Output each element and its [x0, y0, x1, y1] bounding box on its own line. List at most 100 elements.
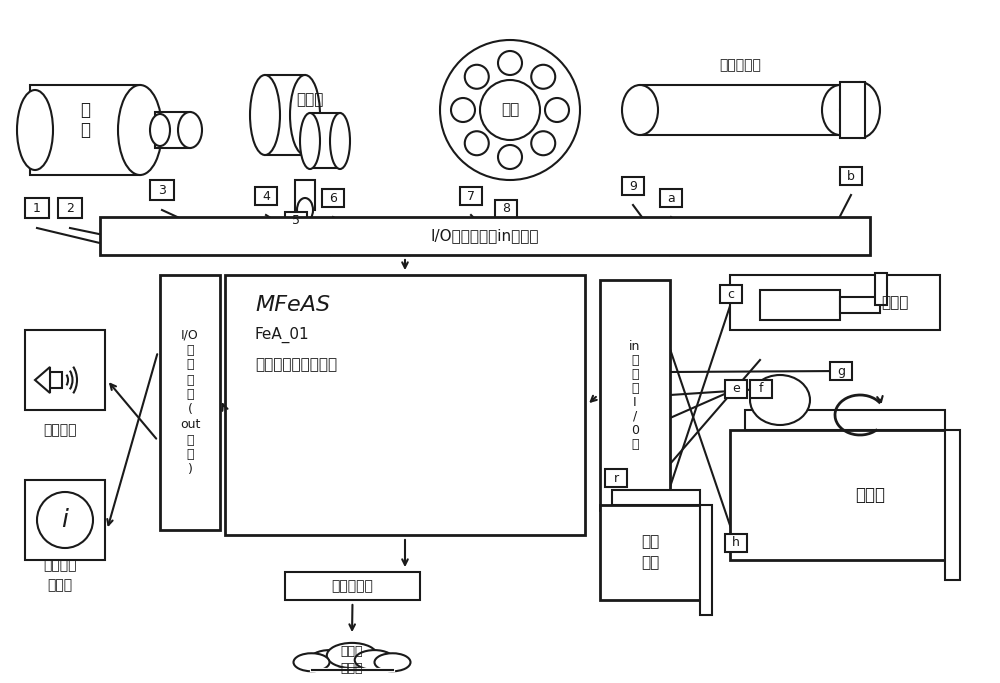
Text: a: a — [667, 191, 675, 204]
Bar — [605, 469, 627, 487]
Text: 电控
系统: 电控 系统 — [641, 535, 659, 570]
Ellipse shape — [498, 51, 522, 75]
Bar — [600, 280, 670, 510]
Text: I/O拓展模块（in端口）: I/O拓展模块（in端口） — [431, 229, 539, 244]
Text: 8: 8 — [502, 202, 510, 216]
Bar — [700, 505, 712, 615]
Ellipse shape — [310, 650, 349, 670]
Bar — [265, 75, 305, 155]
Text: f: f — [759, 382, 763, 395]
Text: 1: 1 — [33, 201, 41, 214]
Text: 3: 3 — [158, 184, 166, 197]
Bar — [160, 275, 220, 530]
Ellipse shape — [451, 98, 475, 122]
Ellipse shape — [545, 98, 569, 122]
Text: 云存储
服务器: 云存储 服务器 — [341, 645, 363, 675]
Bar — [725, 380, 747, 398]
Text: 液压缸: 液压缸 — [881, 296, 909, 311]
Ellipse shape — [440, 40, 580, 180]
Bar — [225, 275, 585, 535]
Bar — [840, 297, 880, 313]
Ellipse shape — [294, 653, 330, 671]
Text: g: g — [837, 365, 845, 378]
Text: i: i — [62, 508, 68, 532]
Bar — [322, 189, 344, 207]
Text: 6: 6 — [329, 191, 337, 204]
Bar — [58, 198, 82, 218]
Text: in
端
口
（
I
/
0
）: in 端 口 （ I / 0 ） — [629, 339, 641, 451]
Text: r: r — [613, 471, 619, 484]
Ellipse shape — [327, 643, 377, 668]
Ellipse shape — [531, 65, 555, 89]
Ellipse shape — [37, 492, 93, 548]
Bar — [100, 217, 870, 255]
Bar — [30, 85, 140, 175]
Text: I/O
拓
展
模
块
(
out
端
口
): I/O 拓 展 模 块 ( out 端 口 ) — [180, 329, 200, 477]
Bar — [730, 275, 940, 330]
Bar — [875, 273, 887, 305]
Text: 4: 4 — [262, 189, 270, 202]
Bar — [660, 189, 682, 207]
Bar — [25, 198, 49, 218]
Text: 以太网端口: 以太网端口 — [332, 579, 373, 593]
Ellipse shape — [750, 375, 810, 425]
Bar — [50, 372, 62, 388]
Bar — [840, 167, 862, 185]
Bar — [830, 362, 852, 380]
Ellipse shape — [300, 113, 320, 169]
Bar — [310, 113, 340, 168]
Ellipse shape — [290, 75, 320, 155]
Ellipse shape — [822, 85, 858, 135]
Text: 液压站: 液压站 — [855, 486, 885, 504]
Bar — [600, 505, 700, 600]
Text: MFeAS: MFeAS — [255, 295, 330, 315]
Ellipse shape — [498, 145, 522, 169]
Ellipse shape — [150, 114, 170, 146]
Bar — [640, 85, 840, 135]
Ellipse shape — [250, 75, 280, 155]
Text: 7: 7 — [467, 189, 475, 202]
Text: b: b — [847, 169, 855, 182]
Ellipse shape — [297, 198, 313, 222]
Ellipse shape — [374, 653, 411, 671]
Ellipse shape — [118, 85, 162, 175]
Ellipse shape — [355, 650, 394, 670]
Bar — [316, 653, 388, 669]
Ellipse shape — [465, 131, 489, 155]
Ellipse shape — [480, 80, 540, 140]
Ellipse shape — [531, 131, 555, 155]
Text: 电
机: 电 机 — [80, 100, 90, 139]
Bar — [840, 82, 865, 138]
Bar — [495, 200, 517, 218]
Bar — [760, 290, 840, 320]
Ellipse shape — [17, 90, 53, 170]
Text: 动力输出轴: 动力输出轴 — [719, 58, 761, 72]
Bar — [612, 490, 700, 505]
Bar — [25, 480, 105, 560]
Text: c: c — [728, 288, 734, 301]
Ellipse shape — [465, 65, 489, 89]
Ellipse shape — [178, 112, 202, 148]
Bar — [255, 187, 277, 205]
Bar — [745, 410, 945, 430]
Bar — [720, 285, 742, 303]
Text: h: h — [732, 537, 740, 550]
Bar — [285, 572, 420, 600]
Bar — [295, 180, 315, 210]
Text: 本地告警: 本地告警 — [43, 423, 77, 437]
Ellipse shape — [622, 85, 658, 135]
Text: 轴承: 轴承 — [501, 102, 519, 117]
Bar — [285, 212, 307, 230]
Text: FeA_01: FeA_01 — [255, 327, 310, 343]
Bar — [730, 430, 945, 560]
Text: 微型有限元分析系统: 微型有限元分析系统 — [255, 357, 337, 372]
Bar — [750, 380, 772, 398]
Text: 5: 5 — [292, 214, 300, 227]
Text: e: e — [732, 382, 740, 395]
Bar — [460, 187, 482, 205]
Bar — [150, 180, 174, 200]
Bar — [725, 534, 747, 552]
Ellipse shape — [840, 82, 880, 138]
Bar — [155, 112, 190, 148]
Ellipse shape — [330, 113, 350, 169]
